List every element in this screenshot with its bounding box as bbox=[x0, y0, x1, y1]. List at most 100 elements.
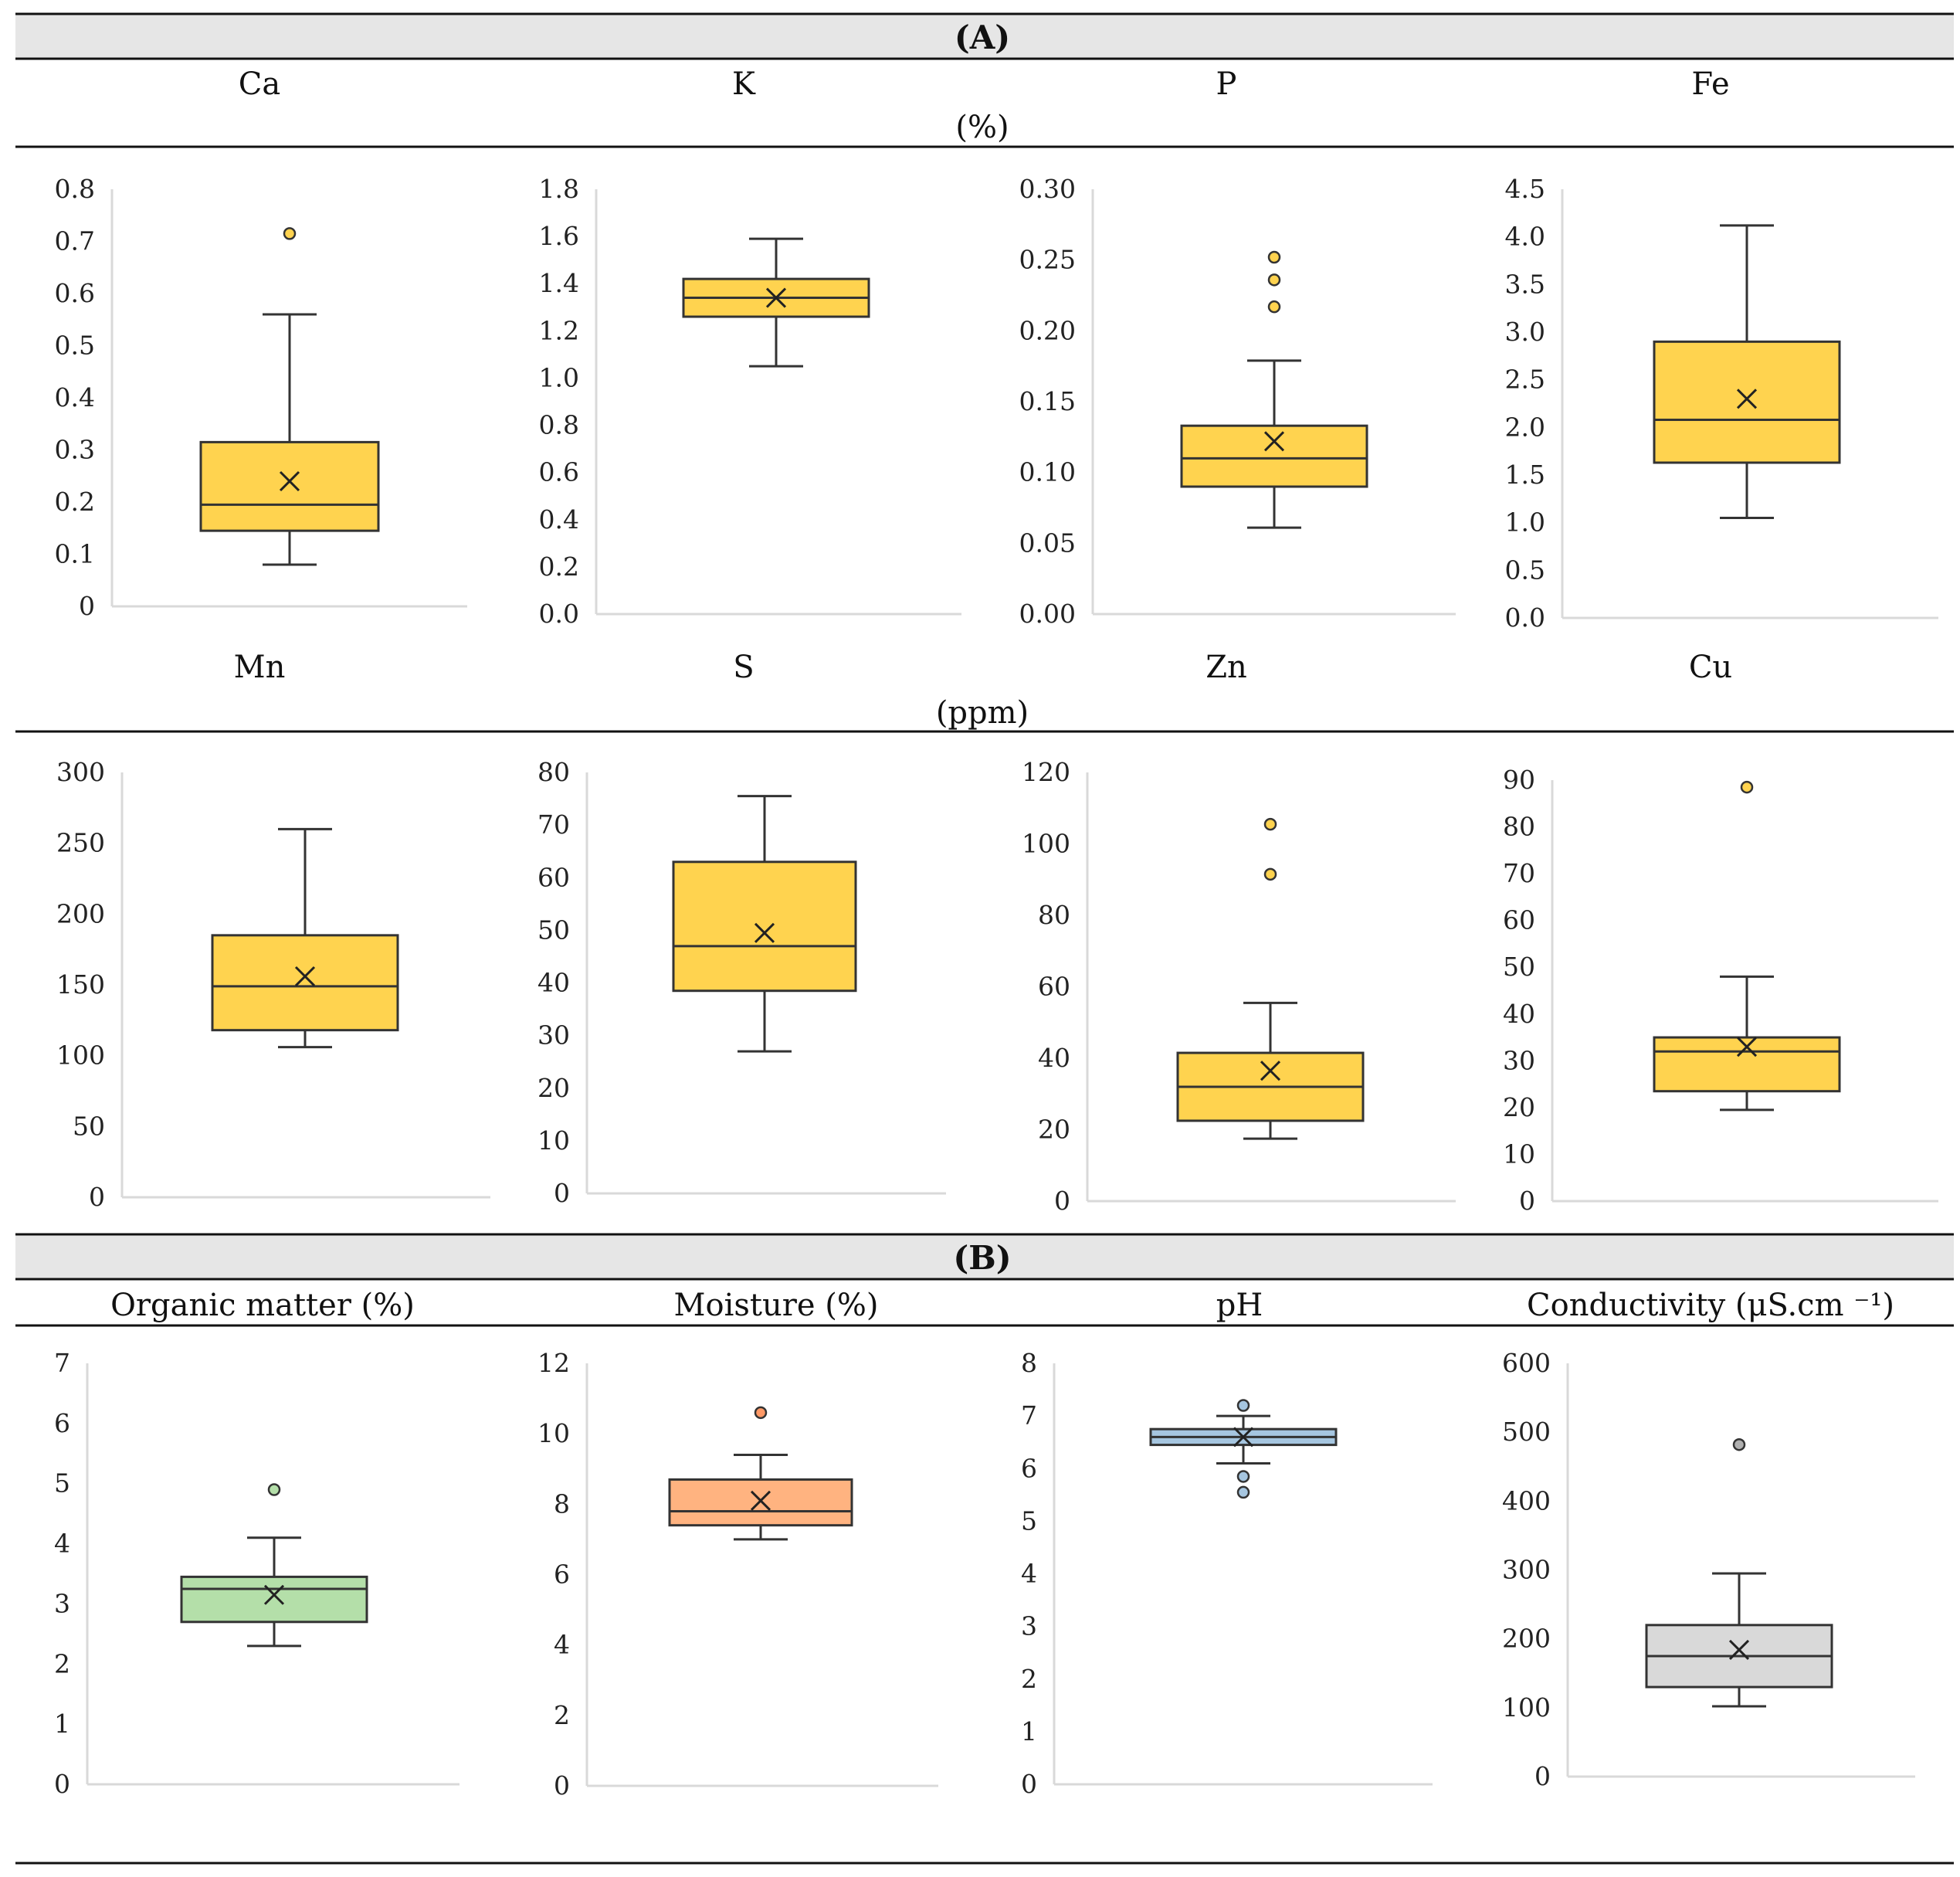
y-tick-label: 0 bbox=[89, 1182, 105, 1212]
y-tick-label: 0.00 bbox=[1019, 599, 1076, 629]
y-tick-label: 10 bbox=[1503, 1139, 1535, 1169]
y-tick-label: 100 bbox=[1502, 1692, 1551, 1723]
y-tick-label: 0.6 bbox=[539, 457, 579, 487]
y-tick-label: 50 bbox=[73, 1111, 105, 1141]
y-tick-label: 2.5 bbox=[1505, 365, 1545, 395]
outlier-point bbox=[754, 1406, 768, 1420]
y-tick-label: 600 bbox=[1502, 1348, 1551, 1378]
y-tick-label: 2 bbox=[1021, 1664, 1037, 1694]
mean-marker bbox=[1728, 1639, 1750, 1660]
y-tick-label: 10 bbox=[537, 1125, 570, 1156]
y-tick-label: 0.30 bbox=[1019, 174, 1076, 204]
y-tick-label: 7 bbox=[1021, 1400, 1037, 1431]
y-tick-label: 3 bbox=[54, 1588, 70, 1618]
y-tick-label: 0.0 bbox=[539, 599, 579, 629]
y-tick-label: 1.0 bbox=[539, 362, 579, 392]
y-tick-label: 40 bbox=[1503, 999, 1535, 1029]
y-tick-label: 6 bbox=[1021, 1453, 1037, 1483]
mean-marker bbox=[1260, 1061, 1281, 1081]
y-tick-label: 5 bbox=[1021, 1505, 1037, 1536]
y-tick-label: 1 bbox=[54, 1709, 70, 1739]
y-tick-label: 0.15 bbox=[1019, 386, 1076, 416]
y-tick-label: 250 bbox=[56, 828, 105, 858]
col-title-ca: Ca bbox=[239, 66, 280, 102]
y-tick-label: 50 bbox=[1503, 952, 1535, 982]
y-tick-label: 0 bbox=[1054, 1186, 1070, 1216]
col-title-conductivity: Conductivity (μS.cm ⁻¹) bbox=[1527, 1288, 1894, 1323]
y-tick-label: 0 bbox=[54, 1769, 70, 1799]
col-title-k: K bbox=[732, 66, 756, 102]
y-tick-label: 0.4 bbox=[55, 382, 95, 412]
y-tick-label: 2.0 bbox=[1505, 412, 1545, 442]
y-tick-label: 7 bbox=[54, 1348, 70, 1378]
y-tick-label: 30 bbox=[537, 1020, 570, 1051]
y-tick-label: 0.1 bbox=[55, 539, 95, 569]
outlier-point bbox=[267, 1483, 281, 1496]
y-tick-label: 500 bbox=[1502, 1417, 1551, 1447]
y-tick-label: 0.2 bbox=[539, 552, 579, 582]
iqr-box bbox=[672, 860, 857, 993]
col-title-organic-matter: Organic matter (%) bbox=[110, 1288, 415, 1323]
y-tick-label: 0 bbox=[1519, 1186, 1535, 1216]
y-tick-label: 0.8 bbox=[539, 410, 579, 440]
y-tick-label: 6 bbox=[54, 1408, 70, 1438]
boxplot-8: 0 1 2 3 4 5 6 7 bbox=[54, 1348, 459, 1799]
iqr-box bbox=[668, 1478, 853, 1527]
y-tick-label: 0 bbox=[554, 1178, 570, 1208]
y-tick-label: 2 bbox=[554, 1700, 570, 1730]
unit-label-ppm: (ppm) bbox=[936, 695, 1029, 731]
boxplot-7: 0 10 20 30 40 50 60 70 80 90 bbox=[1503, 765, 1938, 1216]
y-tick-label: 0 bbox=[554, 1770, 570, 1801]
y-tick-label: 0 bbox=[79, 591, 95, 621]
y-tick-label: 20 bbox=[537, 1073, 570, 1103]
section-a-label: (A) bbox=[955, 19, 1010, 56]
y-tick-label: 50 bbox=[537, 915, 570, 945]
y-tick-label: 8 bbox=[1021, 1348, 1037, 1378]
y-tick-label: 80 bbox=[1038, 900, 1070, 930]
y-tick-label: 60 bbox=[537, 862, 570, 892]
y-tick-label: 1 bbox=[1021, 1716, 1037, 1746]
y-tick-label: 400 bbox=[1502, 1485, 1551, 1516]
outlier-point bbox=[1236, 1399, 1250, 1412]
y-tick-label: 0.8 bbox=[55, 174, 95, 204]
section-b-band bbox=[15, 1234, 1954, 1279]
y-tick-label: 0.4 bbox=[539, 504, 579, 535]
mean-marker bbox=[279, 470, 300, 492]
y-tick-label: 3.5 bbox=[1505, 269, 1545, 299]
y-tick-label: 80 bbox=[537, 757, 570, 787]
y-tick-label: 12 bbox=[537, 1348, 570, 1378]
y-tick-label: 1.0 bbox=[1505, 507, 1545, 538]
y-tick-label: 120 bbox=[1022, 757, 1070, 787]
y-tick-label: 1.5 bbox=[1505, 460, 1545, 490]
outlier-point bbox=[1263, 867, 1277, 881]
y-tick-label: 4 bbox=[554, 1630, 570, 1660]
mean-marker bbox=[765, 287, 787, 308]
boxplot-0: 0 0.1 0.2 0.3 0.4 0.5 0.6 0.7 0.8 bbox=[55, 174, 467, 621]
mean-marker bbox=[1736, 1037, 1758, 1057]
col-title-p: P bbox=[1216, 66, 1237, 102]
outlier-point bbox=[1740, 780, 1754, 794]
y-tick-label: 70 bbox=[1503, 858, 1535, 888]
mean-marker bbox=[1233, 1427, 1254, 1448]
mean-marker bbox=[1736, 389, 1758, 409]
y-tick-label: 0.3 bbox=[55, 435, 95, 465]
outlier-point bbox=[1236, 1470, 1250, 1483]
y-tick-label: 60 bbox=[1503, 905, 1535, 935]
outlier-point bbox=[1732, 1437, 1746, 1451]
y-tick-label: 1.2 bbox=[539, 315, 579, 345]
mean-marker bbox=[294, 966, 316, 987]
iqr-box bbox=[180, 1575, 368, 1624]
y-tick-label: 1.8 bbox=[539, 174, 579, 204]
section-a-band bbox=[15, 14, 1954, 59]
col-title-ph: pH bbox=[1216, 1288, 1263, 1323]
col-title-cu: Cu bbox=[1689, 650, 1732, 685]
y-tick-label: 30 bbox=[1503, 1045, 1535, 1075]
y-tick-label: 80 bbox=[1503, 812, 1535, 842]
boxplot-5: 0 10 20 30 40 50 60 70 80 bbox=[537, 757, 946, 1208]
outlier-point bbox=[283, 227, 297, 240]
y-tick-label: 0.05 bbox=[1019, 528, 1076, 558]
y-tick-label: 300 bbox=[56, 757, 105, 787]
y-tick-label: 5 bbox=[54, 1468, 70, 1499]
y-tick-label: 0.6 bbox=[55, 278, 95, 308]
y-tick-label: 0 bbox=[1534, 1761, 1551, 1791]
